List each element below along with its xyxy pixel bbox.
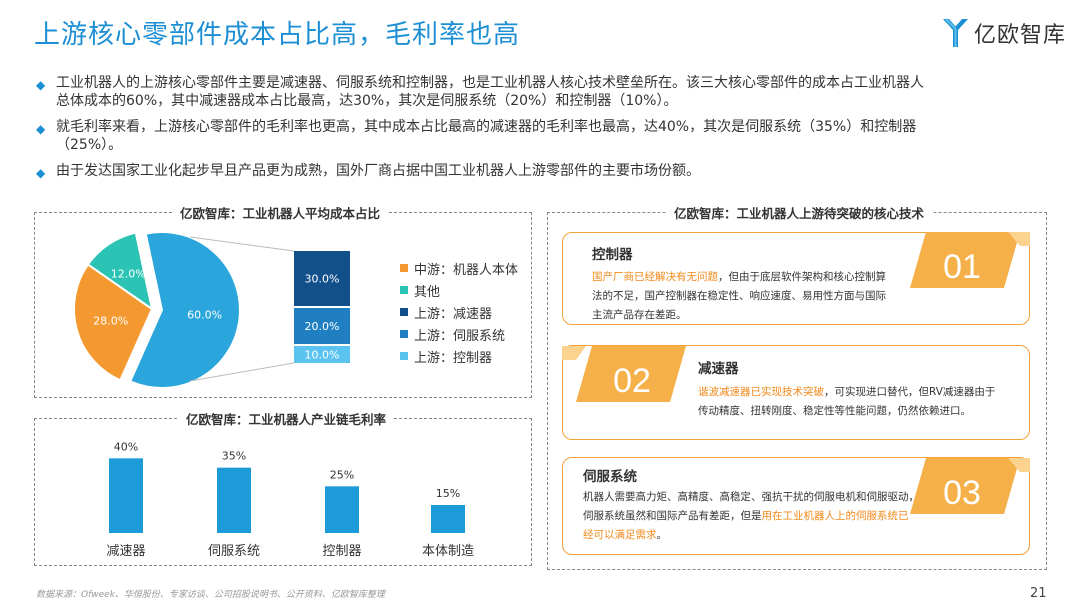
card-text: 国产厂商已经解决有无问题，但由于底层软件架构和核心控制算 法的不足，国产控制器在… xyxy=(592,268,922,325)
card-highlight: 经可以满足需求 xyxy=(583,529,657,541)
pie-slice-label: 12.0% xyxy=(111,267,146,280)
legend-label: 上游：伺服系统 xyxy=(414,328,506,344)
card-title: 减速器 xyxy=(698,361,739,377)
legend-label: 上游：减速器 xyxy=(414,306,493,322)
connector-line xyxy=(189,362,295,382)
legend-swatch xyxy=(400,308,408,316)
badge-number: 03 xyxy=(943,474,981,512)
connector-line xyxy=(189,236,295,252)
margin-bar xyxy=(217,467,251,533)
card-title: 控制器 xyxy=(592,247,633,263)
diamond-icon: ◆ xyxy=(36,166,46,180)
card-title: 伺服系统 xyxy=(583,469,637,485)
legend-item: 上游：伺服系统 xyxy=(400,323,518,345)
card-text-part: ，可实现进口替代，但RV减速器由于 xyxy=(824,386,996,398)
card-text-part: 主流产品存在差距。 xyxy=(592,309,687,321)
breakdown-bar-label: 20.0% xyxy=(305,320,340,333)
diamond-icon: ◆ xyxy=(36,122,46,136)
cost-share-title: 亿欧智库：工业机器人平均成本占比 xyxy=(172,203,389,222)
diamond-icon: ◆ xyxy=(36,78,46,92)
pie-slice xyxy=(128,231,241,389)
bullet-line: 就毛利率来看，上游核心零部件的毛利率也更高，其中成本占比最高的减速器的毛利率也最… xyxy=(56,119,917,135)
bar-value-label: 25% xyxy=(330,468,354,481)
bar-value-label: 15% xyxy=(436,487,460,500)
card-text-part: 法的不足，国产控制器在稳定性、响应速度、易用性方面与国际 xyxy=(592,290,886,302)
margin-bar-chart: 40% 减速器 35% 伺服系统 25% 控制器 15% 本体制造 xyxy=(106,440,474,559)
pie-slice-label: 60.0% xyxy=(187,309,222,322)
card-text-part: 。 xyxy=(656,529,668,541)
bullet-item: ◆ 工业机器人的上游核心零部件主要是减速器、伺服系统和控制器，也是工业机器人核心… xyxy=(36,74,1046,110)
badge-number: 02 xyxy=(613,362,651,400)
legend-item: 其他 xyxy=(400,279,518,301)
cost-legend: 中游：机器人本体 其他上游：减速器 上游：伺服系统 上游：控制器 xyxy=(400,257,518,367)
number-badge-03: 03 xyxy=(910,458,1030,514)
card-text-part: 伺服系统虽然和国际产品有差距，但是 xyxy=(583,510,762,522)
card-highlight: 用在工业机器人上的伺服系统已 xyxy=(761,510,909,522)
legend-swatch xyxy=(400,352,408,360)
margin-bar xyxy=(109,458,143,533)
logo-icon xyxy=(943,18,968,47)
card-text-part: 传动精度、扭转刚度、稳定性等性能问题，仍然依赖进口。 xyxy=(698,405,971,417)
card-text-part: 机器人需要高力矩、高精度、高稳定、强抗干扰的伺服电机和伺服驱动， xyxy=(583,491,919,503)
legend-label: 上游：控制器 xyxy=(414,350,493,366)
legend-label: 中游：机器人本体 xyxy=(414,262,519,278)
number-badge-02: 02 xyxy=(562,346,686,402)
bullet-line: 总体成本的60%，其中减速器成本占比最高，达30%，其次是伺服系统（20%）和控… xyxy=(56,93,678,109)
legend-item: 上游：控制器 xyxy=(400,345,518,367)
card-highlight: 国产厂商已经解决有无问题 xyxy=(592,271,718,283)
legend-item: 中游：机器人本体 xyxy=(400,257,518,279)
bullet-line: 由于发达国家工业化起步早且产品更为成熟，国外厂商占据中国工业机器人上游零部件的主… xyxy=(56,163,700,179)
bar-category-label: 伺服系统 xyxy=(208,544,260,559)
legend-swatch xyxy=(400,264,408,272)
breakdown-bar-label: 10.0% xyxy=(305,349,340,362)
bullet-list: ◆ 工业机器人的上游核心零部件主要是减速器、伺服系统和控制器，也是工业机器人核心… xyxy=(36,74,1046,188)
data-source: 数据来源：Ofweek、华恒股份、专家访谈、公司招股说明书、公开资料、亿欧智库整… xyxy=(36,590,385,600)
card-text-part: ，但由于底层软件架构和核心控制算 xyxy=(718,271,886,283)
page-number: 21 xyxy=(1030,586,1047,601)
breakdown-bar-segment xyxy=(294,251,350,306)
cost-pie-chart: 60.0% 28.0% 12.0% 30.0% 20.0% 10.0% xyxy=(73,231,350,389)
card-text: 机器人需要高力矩、高精度、高稳定、强抗干扰的伺服电机和伺服驱动， 伺服系统虽然和… xyxy=(583,488,953,545)
number-badge-01: 01 xyxy=(910,232,1030,288)
bar-value-label: 40% xyxy=(114,440,138,453)
bullet-item: ◆ 就毛利率来看，上游核心零部件的毛利率也更高，其中成本占比最高的减速器的毛利率… xyxy=(36,118,1046,154)
margin-bar xyxy=(325,486,359,533)
card-highlight: 谐波减速器已实现技术突破 xyxy=(698,386,824,398)
legend-swatch xyxy=(400,286,408,294)
breakdown-bar-segment xyxy=(294,346,350,363)
page-title: 上游核心零部件成本占比高，毛利率也高 xyxy=(34,20,521,50)
card-text: 谐波减速器已实现技术突破，可实现进口替代，但RV减速器由于 传动精度、扭转刚度、… xyxy=(698,383,1028,421)
bar-value-label: 35% xyxy=(222,450,246,463)
breakdown-bar-label: 30.0% xyxy=(305,273,340,286)
breakdown-bar-segment xyxy=(294,308,350,344)
bar-category-label: 本体制造 xyxy=(422,544,474,559)
pie-slice-label: 28.0% xyxy=(93,315,128,328)
tech-panel-title: 亿欧智库：工业机器人上游待突破的核心技术 xyxy=(666,203,933,222)
bar-category-label: 减速器 xyxy=(106,544,145,559)
pie-slice xyxy=(86,231,154,312)
margin-panel-title: 亿欧智库：工业机器人产业链毛利率 xyxy=(178,409,395,428)
pie-slice xyxy=(73,263,154,382)
bullet-line: 工业机器人的上游核心零部件主要是减速器、伺服系统和控制器，也是工业机器人核心技术… xyxy=(56,75,924,91)
logo-text: 亿欧智库 xyxy=(974,23,1067,48)
margin-bar xyxy=(431,505,465,533)
bar-category-label: 控制器 xyxy=(322,544,361,559)
badge-number: 01 xyxy=(943,248,981,286)
logo: 亿欧智库 xyxy=(940,16,1066,50)
bullet-line: （25%）。 xyxy=(56,137,123,153)
legend-item: 上游：减速器 xyxy=(400,301,518,323)
bullet-item: ◆ 由于发达国家工业化起步早且产品更为成熟，国外厂商占据中国工业机器人上游零部件… xyxy=(36,162,1046,180)
legend-label: 其他 xyxy=(414,284,441,300)
legend-swatch xyxy=(400,330,408,338)
